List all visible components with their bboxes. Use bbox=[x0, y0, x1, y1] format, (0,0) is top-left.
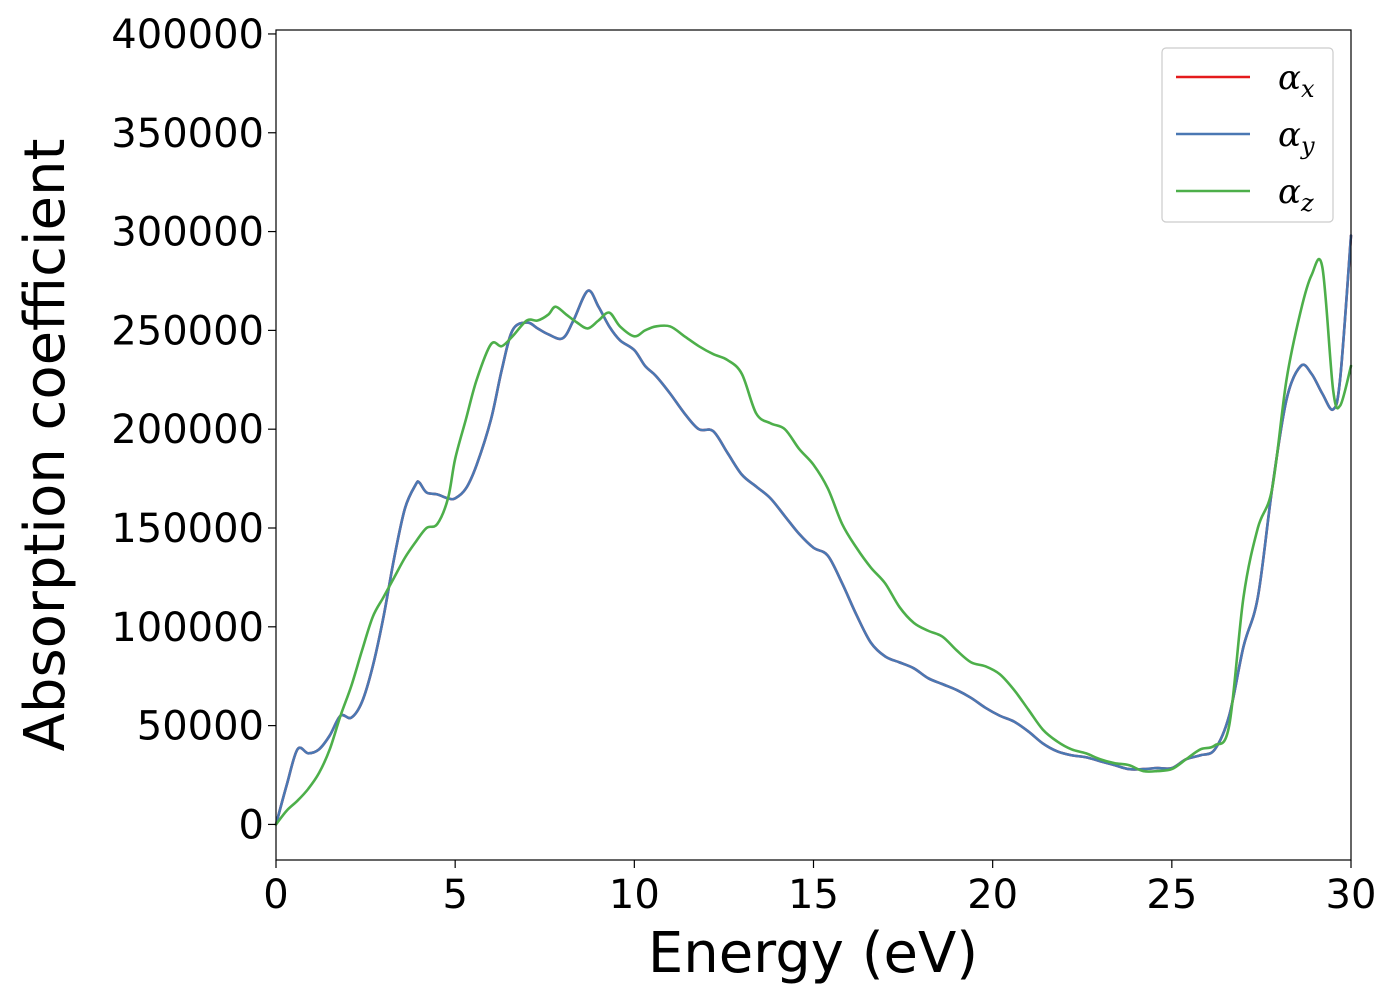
legend-label-subscript: x bbox=[1301, 75, 1315, 103]
legend-label-symbol: α bbox=[1278, 172, 1301, 212]
legend-label-alpha-z: αz bbox=[1278, 172, 1314, 217]
legend-label-symbol: α bbox=[1278, 58, 1301, 98]
y-tick-label: 350000 bbox=[111, 111, 264, 157]
y-tick-label: 200000 bbox=[111, 407, 264, 453]
y-tick-label: 100000 bbox=[111, 605, 264, 651]
legend-label-alpha-y: αy bbox=[1278, 115, 1315, 160]
y-tick-label: 250000 bbox=[111, 308, 264, 354]
x-tick-label: 30 bbox=[1326, 872, 1377, 918]
x-tick-label: 0 bbox=[263, 872, 288, 918]
y-tick-label: 150000 bbox=[111, 506, 264, 552]
x-axis-ticks: 0 5 10 15 20 25 30 bbox=[263, 860, 1376, 918]
y-axis-ticks: 0 50000 100000 150000 200000 250000 300000 3500… bbox=[111, 12, 276, 848]
x-tick-label: 25 bbox=[1146, 872, 1197, 918]
x-axis-label: Energy (eV) bbox=[648, 921, 978, 986]
y-tick-label: 300000 bbox=[111, 210, 264, 256]
series-line-alpha-z bbox=[274, 257, 1353, 826]
x-tick-label: 5 bbox=[442, 872, 467, 918]
x-tick-label: 15 bbox=[788, 872, 839, 918]
legend-label-alpha-x: αx bbox=[1278, 58, 1315, 103]
legend-label-symbol: α bbox=[1278, 115, 1301, 155]
series-layer bbox=[274, 234, 1353, 826]
x-tick-label: 10 bbox=[609, 872, 660, 918]
legend-label-subscript: y bbox=[1300, 132, 1315, 160]
y-tick-label: 400000 bbox=[111, 12, 264, 58]
y-tick-label: 0 bbox=[239, 802, 264, 848]
x-tick-label: 20 bbox=[967, 872, 1018, 918]
legend-label-subscript: z bbox=[1300, 189, 1314, 217]
y-axis-label: Absorption coefficient bbox=[13, 139, 78, 752]
y-tick-label: 50000 bbox=[137, 704, 264, 750]
